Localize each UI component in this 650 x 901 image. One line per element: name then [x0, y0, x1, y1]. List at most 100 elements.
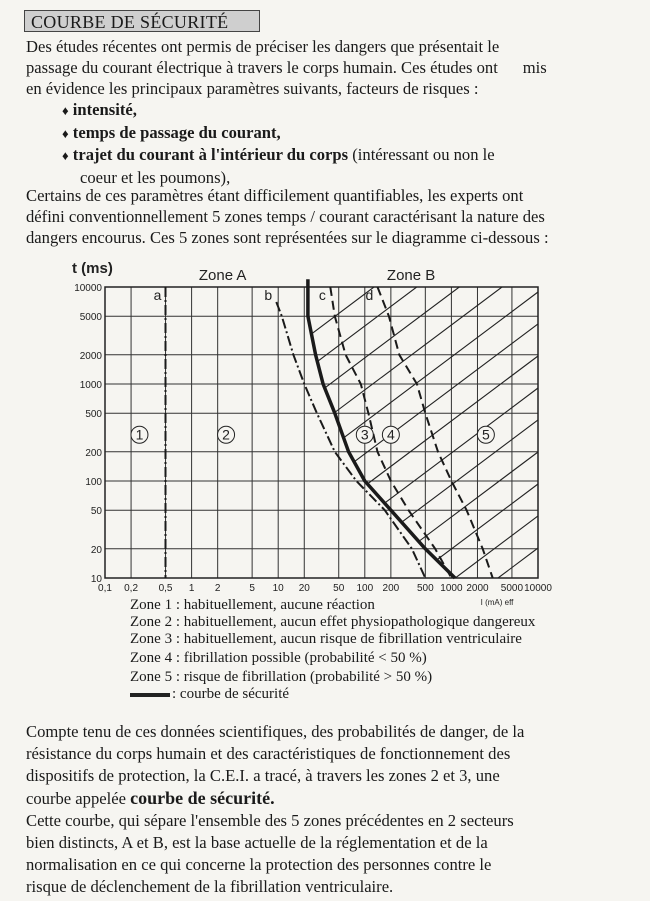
curve-d [376, 286, 494, 579]
hatch-line [105, 287, 118, 297]
legend-zone-1: Zone 1 : habituellement, aucune réaction [130, 597, 375, 613]
zone-circle [217, 425, 236, 444]
zone-marker-3: 3 [355, 425, 374, 444]
x-tick-label: 2000 [466, 583, 489, 594]
x-tick-label: 50 [333, 583, 345, 594]
zone-marker-4: 4 [381, 425, 400, 444]
x-tick-label: 200 [383, 583, 400, 594]
curve-safety [306, 279, 457, 580]
y-tick-label: 200 [85, 448, 102, 459]
x-tick-label: 2 [215, 583, 221, 594]
hatch-line [311, 387, 538, 578]
x-tick-label: 1 [189, 583, 195, 594]
zone-marker-1: 1 [130, 425, 149, 444]
x-tick-label: 0,5 [159, 583, 173, 594]
bullet-item: ♦ temps de passage du courant, [62, 122, 495, 145]
y-tick-label: 2000 [80, 351, 103, 362]
zone-number: 5 [482, 427, 490, 443]
legend-zone-3: Zone 3 : habituellement, aucun risque de… [130, 631, 522, 647]
bullet-bold: temps de passage du courant, [72, 122, 281, 142]
intro-paragraph: Des études récentes ont permis de précis… [26, 36, 547, 99]
zone-circle [355, 425, 374, 444]
y-tick-label: 5000 [80, 312, 103, 323]
intro-line: passage du courant électrique à travers … [26, 58, 547, 77]
x-tick-label: 1000 [440, 583, 463, 594]
y-tick-label: 10 [91, 574, 103, 585]
curve-label-b: b [264, 287, 272, 303]
curve-label-c: c [319, 287, 326, 303]
zone-marker-2: 2 [217, 425, 236, 444]
hatch-line [497, 547, 538, 578]
intro-line: en évidence les principaux paramètres su… [26, 79, 479, 98]
zone-number: 4 [387, 427, 395, 443]
bullet-bold: intensité, [72, 100, 137, 119]
curve-c [329, 286, 453, 579]
y-tick-label: 50 [91, 506, 103, 517]
x-tick-label: 5000 [501, 583, 524, 594]
zone-circle [476, 425, 495, 444]
y-tick-label: 20 [91, 545, 103, 556]
conclusion-line: Compte tenu de ces données scientifiques… [26, 722, 525, 741]
bullet-list: ♦ intensité, ♦ temps de passage du coura… [62, 99, 495, 188]
highlight-term: courbe de sécurité. [130, 788, 275, 808]
thick-line-swatch [130, 692, 170, 697]
section-title: COURBE DE SÉCURITÉ [24, 10, 260, 32]
bullet-bold: trajet du courant à l'intérieur du corps [72, 145, 349, 164]
chart-labels: 0,1 0,2 0,5 1 2 5 10 20 50 100 200 500 1000 2000 5000 1… [72, 260, 552, 607]
region-label: Zone A [199, 267, 247, 284]
conclusion-line: dispositifs de protection, la C.E.I. a t… [26, 766, 500, 785]
para-line: dangers encourus. Ces 5 zones sont repré… [26, 228, 549, 247]
curves [164, 279, 494, 580]
zone-circle [381, 425, 400, 444]
legend-zone-4: Zone 4 : fibrillation possible (probabil… [130, 650, 427, 666]
legend-zone-5: Zone 5 : risque de fibrillation (probabi… [130, 669, 433, 685]
hatch-line [412, 483, 538, 578]
y-axis-label: t (ms) [72, 260, 113, 277]
diamond-icon: ♦ [62, 125, 69, 141]
conclusion-line: normalisation en ce qui concerne la prot… [26, 855, 492, 874]
bullet-continuation: coeur et les poumons), [80, 167, 231, 187]
hatch-line [105, 287, 161, 329]
x-tick-label: 10 [273, 583, 285, 594]
curve-b [275, 301, 427, 579]
zone-number: 3 [361, 427, 369, 443]
conclusion-text: courbe appelée [26, 789, 131, 808]
hatch-line [105, 287, 246, 393]
conclusion-line: résistance du corps humain et des caract… [26, 744, 511, 763]
hatch-line [311, 287, 460, 554]
hatch-line [311, 287, 418, 522]
hatch-line [311, 287, 503, 578]
zone-legend: Zone 1 : habituellement, aucune réaction… [130, 597, 535, 703]
region-label: Zone B [387, 267, 435, 284]
y-tick-label: 1000 [80, 380, 103, 391]
hatch-line [311, 323, 538, 578]
safety-curve-chart: 0,1 0,2 0,5 1 2 5 10 20 50 100 200 500 1000 2000 5000 1… [72, 260, 552, 607]
hatch-line [311, 291, 538, 578]
grid [104, 286, 539, 579]
plot-frame [104, 286, 539, 579]
x-tick-label: 0,1 [98, 583, 112, 594]
y-tick-label: 500 [85, 409, 102, 420]
curve-label-d: d [366, 287, 374, 303]
hatched-zone-b [105, 287, 538, 578]
zone-number: 1 [136, 427, 144, 443]
diamond-icon: ♦ [62, 103, 69, 118]
x-tick-label: 0,2 [124, 583, 138, 594]
legend-safety-label: : courbe de sécurité [172, 686, 290, 702]
conclusion: Compte tenu de ces données scientifiques… [26, 721, 524, 898]
legend-safety-curve: : courbe de sécurité [130, 686, 535, 703]
hatch-line [105, 287, 289, 425]
x-tick-label: 20 [299, 583, 311, 594]
curve-label-a: a [154, 287, 162, 303]
para-line: Certains de ces paramètres étant diffici… [26, 186, 524, 205]
y-tick-label: 100 [85, 477, 102, 488]
paragraph-2: Certains de ces paramètres étant diffici… [26, 185, 549, 248]
conclusion-line: bien distincts, A et B, est la base actu… [26, 833, 488, 852]
diamond-icon: ♦ [62, 148, 69, 163]
para-line: défini conventionnellement 5 zones temps… [26, 207, 545, 226]
legend-zone-2: Zone 2 : habituellement, aucun effet phy… [130, 614, 536, 630]
x-tick-label: 10000 [524, 583, 552, 594]
zone-number: 2 [222, 427, 230, 443]
zone-marker-5: 5 [476, 425, 495, 444]
conclusion-line: Cette courbe, qui sépare l'ensemble des … [26, 811, 514, 830]
